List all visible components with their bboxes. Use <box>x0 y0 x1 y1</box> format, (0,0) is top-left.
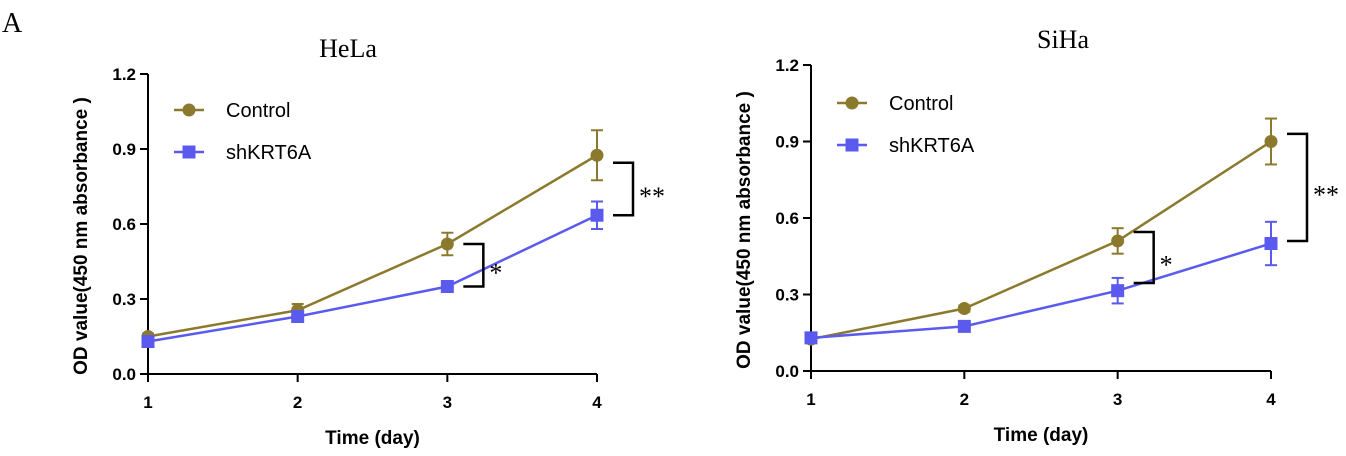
series-line-shkrt6a <box>147 214 598 343</box>
chart-title: SiHa <box>1037 25 1089 54</box>
legend-label: Control <box>226 100 290 122</box>
significance-label: ** <box>1313 180 1339 209</box>
x-tick-label: 2 <box>293 393 302 412</box>
significance-label: * <box>489 258 502 287</box>
data-point-control <box>590 148 604 162</box>
significance-bracket <box>1133 230 1155 285</box>
data-point-shkrt6a <box>141 335 155 348</box>
data-point-control <box>440 237 454 251</box>
significance-bracket <box>1287 132 1309 243</box>
legend-label: shKRT6A <box>226 142 312 164</box>
y-tick-label: 0.9 <box>112 140 136 159</box>
legend-marker-shkrt6a <box>182 145 196 159</box>
panel-label: A <box>2 8 23 39</box>
x-axis-title: Time (day) <box>325 428 420 449</box>
y-tick-label: 1.2 <box>775 56 799 75</box>
y-tick-label: 0.0 <box>775 362 799 381</box>
data-point-shkrt6a <box>1264 237 1278 250</box>
data-point-shkrt6a <box>957 319 971 333</box>
data-point-shkrt6a <box>440 280 454 293</box>
chart-hela: HeLa 0.0 0.3 0.6 0.9 1.2 1 2 3 4 Time (day) OD valu… <box>71 34 665 449</box>
data-point-shkrt6a <box>590 208 604 222</box>
y-tick-label: 0.6 <box>112 215 136 234</box>
significance-label: ** <box>639 182 665 211</box>
series-line-shkrt6a <box>810 242 1272 340</box>
data-point-control <box>1111 234 1125 248</box>
data-point-control <box>957 302 971 316</box>
data-point-control <box>1264 135 1278 148</box>
chart-siha: SiHa 0.0 0.3 0.6 0.9 1.2 1 2 3 4 Time (day) OD valu… <box>734 25 1339 446</box>
legend-marker-control <box>182 103 196 117</box>
y-tick-label: 0.3 <box>112 290 136 309</box>
legend-marker-shkrt6a <box>845 138 859 152</box>
y-tick-label: 0.6 <box>775 209 799 228</box>
series-line-control <box>147 154 598 338</box>
y-tick-label: 0.3 <box>775 286 799 305</box>
x-tick-label: 3 <box>443 393 452 412</box>
y-axis-title: OD value(450 nm absorbance ) <box>71 97 92 375</box>
data-point-shkrt6a <box>1111 284 1125 298</box>
data-point-shkrt6a <box>804 331 818 345</box>
series-line-control <box>810 140 1272 341</box>
chart-title: HeLa <box>319 34 377 63</box>
y-tick-label: 1.2 <box>112 65 136 84</box>
x-tick-label: 3 <box>1113 390 1122 409</box>
significance-label: * <box>1160 251 1173 280</box>
y-axis-title: OD value(450 nm absorbance ) <box>734 91 755 369</box>
x-tick-label: 4 <box>1266 390 1276 409</box>
legend-label: Control <box>889 93 953 115</box>
legend-label: shKRT6A <box>889 135 975 157</box>
data-point-shkrt6a <box>291 310 305 323</box>
x-tick-label: 1 <box>806 390 815 409</box>
legend-marker-control <box>845 96 859 110</box>
x-tick-label: 4 <box>592 393 602 412</box>
significance-bracket <box>463 242 485 288</box>
significance-bracket <box>613 161 635 217</box>
x-tick-label: 2 <box>960 390 969 409</box>
x-axis-title: Time (day) <box>994 425 1089 446</box>
y-tick-label: 0.0 <box>112 365 136 384</box>
x-tick-label: 1 <box>143 393 152 412</box>
y-tick-label: 0.9 <box>775 133 799 152</box>
